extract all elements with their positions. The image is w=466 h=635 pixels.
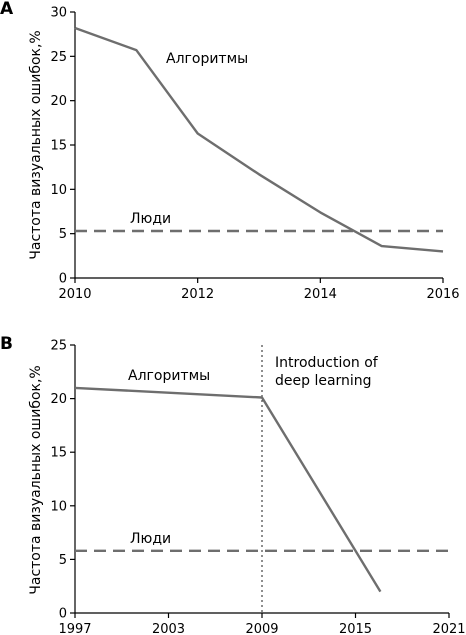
data-point (442, 230, 444, 232)
data-point (448, 550, 450, 552)
chart-panel-a: A 0 5 10 15 20 25 30 2010 2012 2014 2016 Частота виз… (0, 0, 460, 302)
x-tick-label: 2014 (304, 287, 337, 302)
annotation-text: Introduction of deep learning (275, 355, 379, 389)
panel-label: A (0, 0, 14, 19)
y-tick-label: 0 (59, 607, 67, 622)
data-point (319, 211, 321, 213)
series-label: Люди (130, 531, 171, 547)
x-tick-label: 2021 (432, 622, 465, 635)
data-point (135, 49, 137, 51)
data-point (74, 550, 76, 552)
y-tick-label: 25 (50, 339, 67, 354)
y-tick-label: 20 (50, 94, 67, 109)
y-tick-label: 25 (50, 50, 67, 65)
data-point (380, 245, 382, 247)
y-tick-label: 10 (50, 183, 67, 198)
data-point (74, 387, 76, 389)
data-point (261, 396, 263, 398)
x-tick-label: 2003 (152, 622, 185, 635)
data-point (196, 132, 198, 134)
annotation-line: Introduction of (275, 355, 379, 371)
y-axis-label: Частота визуальных ошибок,% (28, 365, 44, 594)
y-tick-label: 15 (50, 139, 67, 154)
series-line-algorithms (74, 26, 444, 253)
y-tick-label: 5 (59, 227, 67, 242)
y-axis-label: Частота визуальных ошибок,% (28, 30, 44, 259)
data-point (74, 230, 76, 232)
series-label: Алгоритмы (128, 368, 210, 384)
series-line-algorithms (74, 386, 382, 593)
panel-label: B (0, 334, 13, 354)
data-point (442, 250, 444, 252)
x-tick-label: 2015 (339, 622, 372, 635)
y-tick-label: 0 (59, 272, 67, 287)
x-tick-label: 2016 (426, 287, 459, 302)
chart-panel-b: B 0 5 10 15 20 25 1997 2003 2009 2015 2021 Частота в… (0, 334, 466, 635)
series-label: Люди (130, 211, 171, 227)
series-label: Алгоритмы (166, 51, 248, 67)
data-point (74, 27, 76, 29)
data-point (258, 173, 260, 175)
y-tick-label: 5 (59, 553, 67, 568)
data-point (379, 590, 381, 592)
y-tick-label: 30 (50, 6, 67, 21)
y-tick-label: 10 (50, 499, 67, 514)
x-tick-label: 2010 (58, 287, 91, 302)
x-tick-label: 2012 (181, 287, 214, 302)
y-tick-label: 20 (50, 392, 67, 407)
annotation-line: deep learning (275, 373, 372, 389)
x-tick-label: 2009 (245, 622, 278, 635)
y-tick-label: 15 (50, 446, 67, 461)
x-tick-label: 1997 (58, 622, 91, 635)
